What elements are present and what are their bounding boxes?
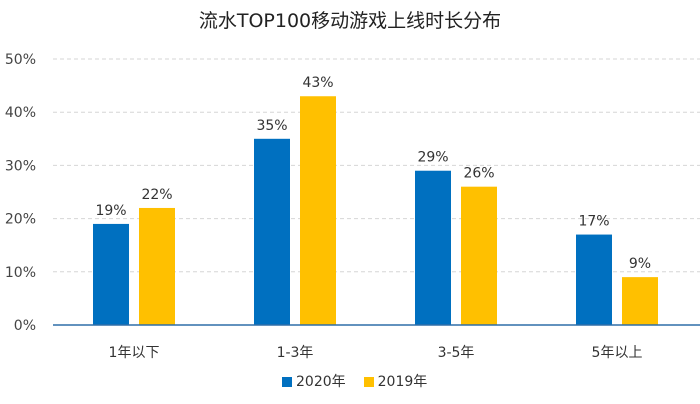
legend-label-2020: 2020年	[296, 374, 346, 390]
y-tick-label: 40%	[5, 105, 36, 121]
legend-swatch-2020	[282, 377, 292, 387]
bar-2020年-1-3年	[254, 138, 290, 325]
legend: 2020年 2019年	[282, 371, 427, 391]
data-label: 43%	[302, 75, 333, 91]
data-label: 17%	[578, 214, 609, 230]
y-tick-label: 30%	[5, 158, 36, 174]
bar-2020年-1年以下	[93, 223, 129, 325]
x-tick-label: 1年以下	[109, 345, 160, 361]
x-tick-label: 5年以上	[592, 345, 643, 361]
legend-item-2020: 2020年	[282, 371, 346, 391]
y-tick-label: 10%	[5, 265, 36, 281]
y-tick-label: 20%	[5, 212, 36, 228]
bar-2019年-3-5年	[461, 186, 497, 325]
y-tick-label: 50%	[5, 52, 36, 68]
legend-label-2019: 2019年	[377, 374, 428, 390]
chart-title: 流水TOP100移动游戏上线时长分布	[198, 10, 502, 32]
data-label: 9%	[629, 256, 651, 272]
bar-2019年-1年以下	[139, 207, 175, 325]
legend-swatch-2019	[363, 377, 374, 387]
y-tick-label: 0%	[14, 318, 36, 334]
bar-2020年-5年以上	[576, 234, 612, 325]
x-tick-label: 1-3年	[277, 345, 314, 361]
bar-2019年-1-3年	[300, 96, 336, 326]
bar-2020年-3-5年	[415, 170, 451, 325]
data-label: 22%	[141, 187, 172, 203]
legend-item-2019: 2019年	[363, 371, 428, 391]
data-label: 19%	[95, 203, 126, 219]
bar-2019年-5年以上	[622, 277, 658, 325]
x-tick-label: 3-5年	[438, 345, 475, 361]
data-label: 29%	[417, 150, 448, 166]
data-label: 26%	[463, 166, 494, 182]
data-label: 35%	[256, 118, 287, 134]
